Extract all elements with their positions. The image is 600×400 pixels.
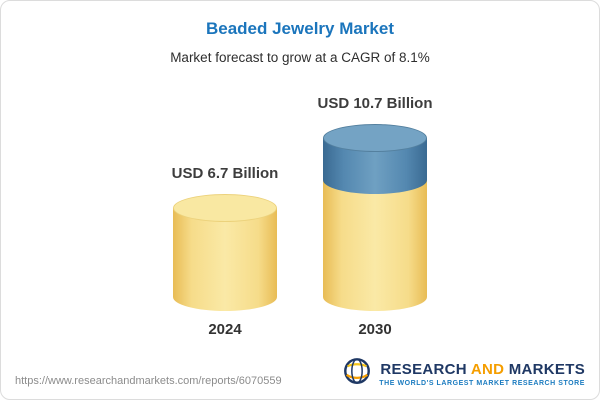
logo-word-markets: MARKETS [508,360,585,378]
logo-wordmark: RESEARCH AND MARKETS [380,361,585,378]
value-label-2030: USD 10.7 Billion [317,95,433,112]
cylinder-top-ellipse [173,194,277,222]
logo-tagline: THE WORLD'S LARGEST MARKET RESEARCH STOR… [379,379,585,387]
value-label-2024: USD 6.7 Billion [171,165,279,182]
cylinder-base-segment [173,208,277,311]
cylinder-2030 [323,124,427,311]
bar-group-2024: USD 6.7 Billion 2024 [171,165,279,341]
bar-chart: USD 6.7 Billion 2024 USD 10.7 Billion 20… [1,86,599,341]
logo-globe-icon [342,356,372,391]
cylinder-top-ellipse [323,124,427,152]
report-url: https://www.researchandmarkets.com/repor… [15,375,282,387]
logo-word-research: RESEARCH [380,360,471,378]
page-title: Beaded Jewelry Market [205,19,395,38]
bar-group-2030: USD 10.7 Billion 2030 [317,95,432,341]
category-label-2024: 2024 [208,321,242,338]
cylinder-2024 [173,194,277,311]
category-label-2030: 2030 [358,321,392,338]
logo-text-block: RESEARCH AND MARKETS THE WORLD'S LARGEST… [379,361,585,387]
page-subtitle: Market forecast to grow at a CAGR of 8.1… [170,50,430,65]
research-and-markets-logo: RESEARCH AND MARKETS THE WORLD'S LARGEST… [342,356,585,391]
logo-word-and: AND [470,360,509,378]
